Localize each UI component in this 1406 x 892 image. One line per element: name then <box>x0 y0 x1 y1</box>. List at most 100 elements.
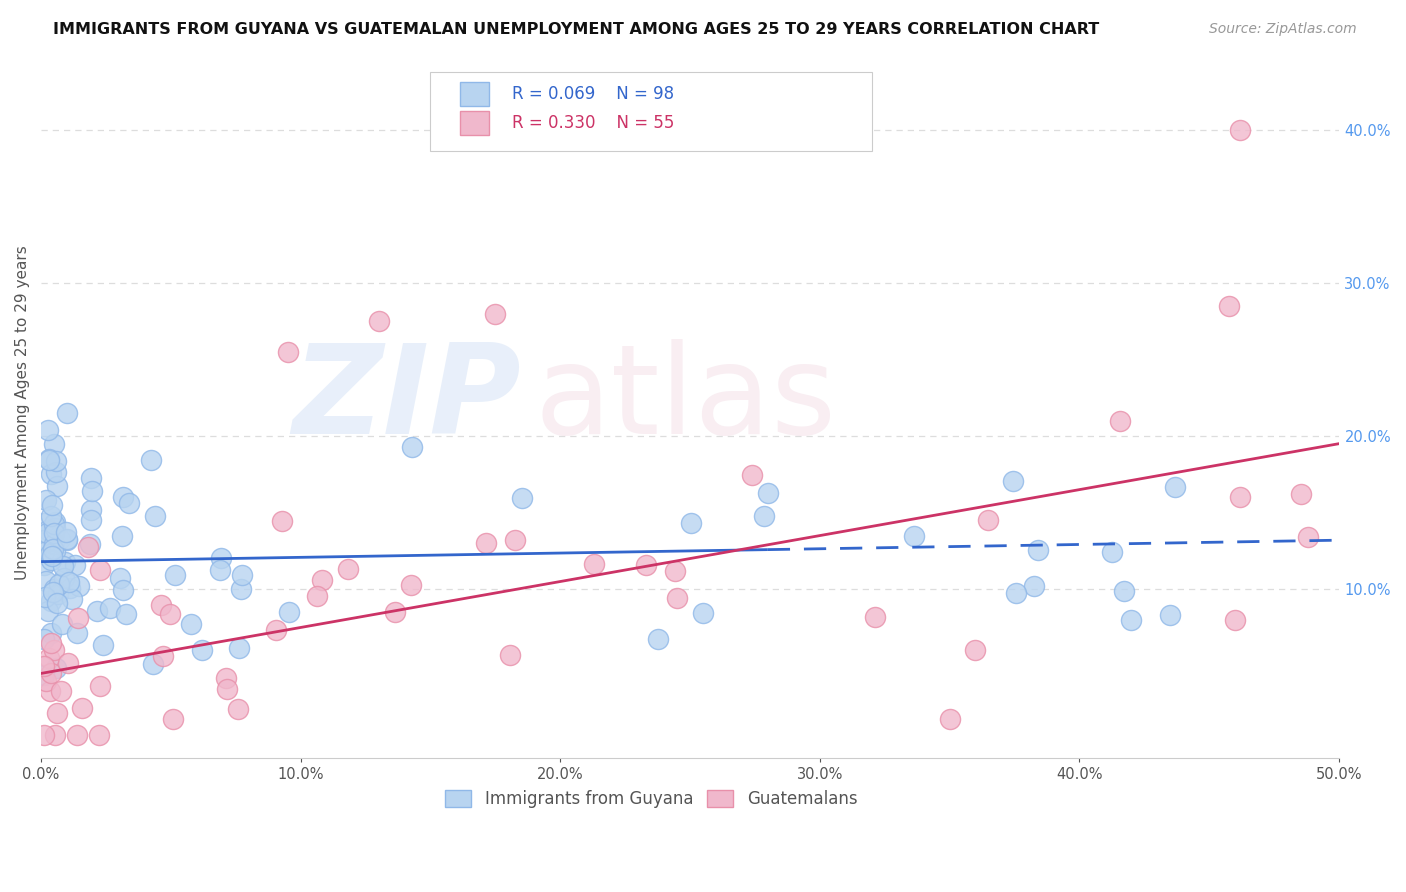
FancyBboxPatch shape <box>430 72 872 152</box>
Point <box>56 656 79 670</box>
Point <box>42 436 65 450</box>
Point <box>35 674 58 689</box>
Point <box>228 640 250 655</box>
Point <box>1218 299 1240 313</box>
Point <box>32 668 55 682</box>
Point <box>80 503 103 517</box>
Point <box>79 537 101 551</box>
Point <box>60 591 83 606</box>
Point <box>903 529 925 543</box>
Point <box>56 533 79 548</box>
Point <box>180 617 202 632</box>
Point <box>1001 474 1024 488</box>
Point <box>45 466 67 480</box>
Point <box>231 567 253 582</box>
Point <box>229 582 252 597</box>
Point <box>66 611 89 625</box>
Point <box>45 454 67 468</box>
Text: atlas: atlas <box>534 339 837 459</box>
Point <box>264 623 287 637</box>
Point <box>87 728 110 742</box>
Point <box>666 591 689 605</box>
Point <box>53 555 76 569</box>
Point <box>44 521 66 535</box>
Point <box>1101 544 1123 558</box>
Point <box>337 562 360 576</box>
Point <box>142 657 165 672</box>
Point <box>89 563 111 577</box>
Point <box>41 467 63 482</box>
Point <box>115 607 138 622</box>
Point <box>143 508 166 523</box>
Point <box>1121 613 1143 627</box>
Point <box>112 490 135 504</box>
Point <box>44 515 66 529</box>
Point <box>1159 608 1181 623</box>
Point <box>35 493 58 508</box>
Point <box>41 542 63 557</box>
Point <box>976 513 998 527</box>
Point <box>636 558 658 573</box>
Point <box>58 575 80 590</box>
Point <box>38 452 60 467</box>
FancyBboxPatch shape <box>460 81 489 106</box>
Point <box>32 659 55 673</box>
Point <box>55 525 77 540</box>
Point <box>965 643 987 657</box>
Point <box>93 638 115 652</box>
Point <box>37 523 59 537</box>
Point <box>401 440 423 454</box>
Point <box>52 558 75 573</box>
Point <box>938 712 960 726</box>
Point <box>865 610 887 624</box>
Point <box>647 632 669 646</box>
Point <box>484 307 506 321</box>
Point <box>45 661 67 675</box>
Point <box>1223 613 1246 627</box>
Point <box>741 468 763 483</box>
Point <box>32 558 55 572</box>
Point <box>110 571 132 585</box>
Point <box>86 604 108 618</box>
Point <box>583 557 606 571</box>
Point <box>42 517 65 532</box>
Point <box>277 344 299 359</box>
FancyBboxPatch shape <box>460 111 489 136</box>
Point <box>35 526 58 541</box>
Point <box>44 543 66 558</box>
Point <box>53 571 76 585</box>
Point <box>1026 543 1049 558</box>
Legend: Immigrants from Guyana, Guatemalans: Immigrants from Guyana, Guatemalans <box>439 783 863 814</box>
Point <box>48 577 70 591</box>
Point <box>49 532 72 546</box>
Point <box>39 626 62 640</box>
Point <box>70 700 93 714</box>
Point <box>39 508 62 523</box>
Text: ZIP: ZIP <box>292 339 522 459</box>
Point <box>32 516 55 530</box>
Point <box>208 563 231 577</box>
Point <box>112 583 135 598</box>
Point <box>141 453 163 467</box>
Point <box>44 728 66 742</box>
Point <box>499 648 522 663</box>
Point <box>37 604 59 618</box>
Point <box>111 529 134 543</box>
Point <box>756 485 779 500</box>
Point <box>163 568 186 582</box>
Point <box>32 533 55 547</box>
Text: Source: ZipAtlas.com: Source: ZipAtlas.com <box>1209 22 1357 37</box>
Point <box>63 558 86 573</box>
Point <box>41 549 63 564</box>
Point <box>39 636 62 650</box>
Point <box>1229 122 1251 136</box>
Point <box>51 684 73 698</box>
Point <box>474 536 496 550</box>
Point <box>80 483 103 498</box>
Point <box>41 499 63 513</box>
Point <box>46 706 69 721</box>
Point <box>38 651 60 665</box>
Point <box>209 550 232 565</box>
Point <box>307 589 329 603</box>
Point <box>39 553 62 567</box>
